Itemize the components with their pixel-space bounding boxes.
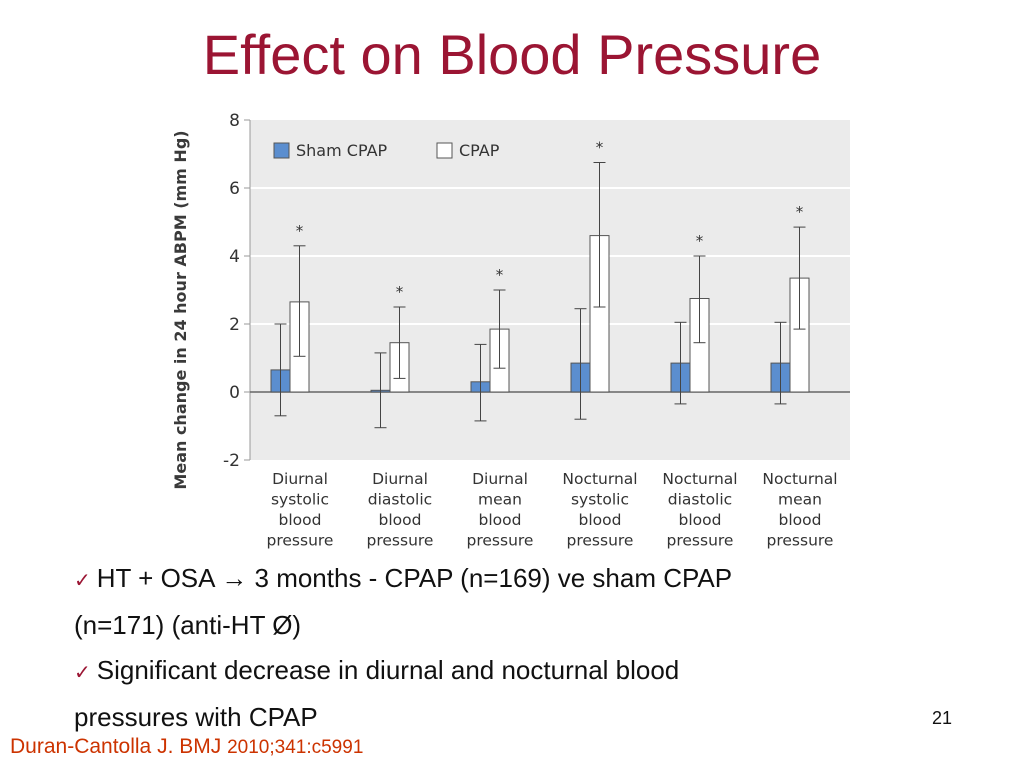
x-category-label: pressure [667,532,734,550]
y-axis-title: Mean change in 24 hour ABPM (mm Hg) [171,130,190,489]
bar-chart: 8 6 4 2 0 -2 Mean change in 24 hour ABPM (mm H… [160,104,860,554]
x-category-label: blood [679,511,722,529]
plot-background [250,120,850,460]
x-category-label: blood [579,511,622,529]
y-tick-label: -2 [223,451,240,471]
bullet-2-continuation: pressures with CPAP [74,702,318,732]
x-category-label: Nocturnal [562,470,637,488]
x-category-label: mean [478,491,522,509]
chart-svg: 8 6 4 2 0 -2 Mean change in 24 hour ABPM (mm H… [171,111,850,550]
significance-marker: * [296,222,304,240]
x-category-label: systolic [271,491,329,509]
significance-marker: * [396,283,404,301]
y-tick-label: 6 [229,179,240,199]
legend-label-sham-cpap: Sham CPAP [296,141,388,160]
x-category-label: Nocturnal [662,470,737,488]
x-category-label: pressure [567,532,634,550]
x-category-label: systolic [571,491,629,509]
x-category-label: blood [479,511,522,529]
x-category-label: Nocturnal [762,470,837,488]
bullet-1-continuation: (n=171) (anti-HT Ø) [74,610,302,640]
significance-marker: * [596,139,604,157]
bullet-1-line-2: (n=171) (anti-HT Ø) [74,603,934,648]
bullet-2-text: Significant decrease in diurnal and noct… [96,655,680,685]
citation: Duran-Cantolla J. BMJ 2010;341:c5991 [10,735,363,759]
x-category-label: blood [379,511,422,529]
x-category-label: pressure [267,532,334,550]
significance-marker: * [496,266,504,284]
x-category-label: Diurnal [372,470,428,488]
y-tick-label: 4 [229,247,240,267]
x-category-label: Diurnal [472,470,528,488]
slide-title: Effect on Blood Pressure [202,23,822,86]
bullet-list: ✓ HT + OSA → 3 months - CPAP (n=169) ve s… [74,556,934,740]
page-number: 21 [932,708,953,728]
checkmark-icon: ✓ [74,568,91,592]
legend-swatch-cpap [436,142,453,159]
x-category-label: pressure [767,532,834,550]
y-tick-label: 2 [229,315,240,335]
legend-swatch-sham-cpap [273,142,290,159]
x-category-label: Diurnal [272,470,328,488]
x-category-label: blood [279,511,322,529]
y-tick-label: 0 [229,383,240,403]
x-category-label: pressure [367,532,434,550]
x-category-label: diastolic [368,491,432,509]
citation-reference: 2010;341:c5991 [227,737,364,758]
x-category-label: blood [779,511,822,529]
bullet-1-text: HT + OSA → 3 months - CPAP (n=169) ve sh… [96,563,733,593]
bullet-2-line-2: pressures with CPAP [74,695,934,740]
significance-marker: * [796,203,804,221]
legend-label-cpap: CPAP [459,141,500,160]
x-category-label: pressure [467,532,534,550]
bullet-2-line-1: ✓ Significant decrease in diurnal and noc… [74,648,934,695]
significance-marker: * [696,232,704,250]
checkmark-icon: ✓ [74,660,91,684]
y-tick-label: 8 [229,111,240,131]
x-category-label: mean [778,491,822,509]
x-category-label: diastolic [668,491,732,509]
bullet-1-line-1: ✓ HT + OSA → 3 months - CPAP (n=169) ve s… [74,556,934,603]
citation-author: Duran-Cantolla J. BMJ [10,735,222,758]
